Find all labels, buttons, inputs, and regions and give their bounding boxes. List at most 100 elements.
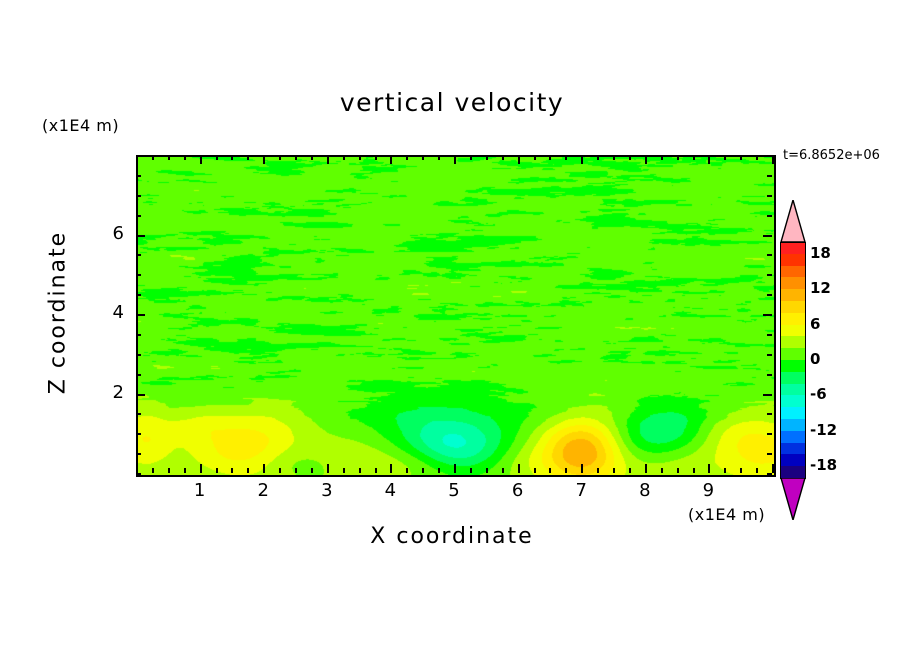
tick-mark xyxy=(136,215,141,217)
tick-mark xyxy=(184,155,186,160)
tick-mark xyxy=(502,468,504,473)
tick-mark xyxy=(152,468,154,473)
x-tick-label: 7 xyxy=(575,480,587,501)
tick-mark xyxy=(390,155,392,164)
colorbar-tick-label: 0 xyxy=(810,350,821,368)
tick-mark xyxy=(247,155,249,160)
tick-mark xyxy=(767,413,772,415)
tick-mark xyxy=(136,334,141,336)
x-axis-unit-label: (x1E4 m) xyxy=(688,505,766,524)
tick-mark xyxy=(152,155,154,160)
tick-mark xyxy=(327,155,329,164)
tick-mark xyxy=(470,468,472,473)
colorbar: 18 12 6 0 -6 -12 -18 xyxy=(780,197,837,523)
tick-mark xyxy=(767,195,772,197)
tick-mark xyxy=(216,468,218,473)
colorbar-overflow-high-cap xyxy=(780,197,806,243)
y-axis-title: Z coordinate xyxy=(45,230,71,395)
x-tick-label: 2 xyxy=(257,480,269,501)
tick-mark xyxy=(613,468,615,473)
tick-mark xyxy=(565,155,567,160)
tick-mark xyxy=(767,294,772,296)
tick-mark xyxy=(311,155,313,160)
tick-mark xyxy=(763,314,772,316)
colorbar-tick-label: -18 xyxy=(810,456,838,475)
tick-mark xyxy=(136,453,141,455)
tick-mark xyxy=(661,468,663,473)
tick-mark xyxy=(597,468,599,473)
tick-mark xyxy=(470,155,472,160)
tick-mark xyxy=(534,468,536,473)
tick-mark xyxy=(767,374,772,376)
tick-mark xyxy=(136,374,141,376)
y-tick-label: 2 xyxy=(112,381,124,403)
tick-mark xyxy=(136,155,138,164)
tick-mark xyxy=(767,274,772,276)
x-axis-title: X coordinate xyxy=(370,524,534,549)
tick-mark xyxy=(375,468,377,473)
tick-mark xyxy=(263,464,265,473)
time-annotation: t=6.8652e+06 xyxy=(783,148,880,163)
tick-mark xyxy=(136,235,145,237)
tick-mark xyxy=(629,468,631,473)
tick-mark xyxy=(279,468,281,473)
tick-mark xyxy=(565,468,567,473)
tick-mark xyxy=(763,394,772,396)
colorbar-tick-label: -12 xyxy=(810,420,838,439)
tick-mark xyxy=(231,468,233,473)
tick-mark xyxy=(247,468,249,473)
tick-mark xyxy=(136,354,141,356)
y-tick-label: 6 xyxy=(112,222,124,244)
colorbar-tick-label: -6 xyxy=(810,385,827,404)
tick-mark xyxy=(343,155,345,160)
tick-mark xyxy=(645,464,647,473)
tick-mark xyxy=(724,155,726,160)
tick-mark xyxy=(661,155,663,160)
vertical-velocity-field xyxy=(138,157,774,475)
tick-mark xyxy=(486,155,488,160)
tick-mark xyxy=(216,155,218,160)
tick-mark xyxy=(311,468,313,473)
tick-mark xyxy=(279,155,281,160)
tick-mark xyxy=(629,155,631,160)
tick-mark xyxy=(168,468,170,473)
tick-mark xyxy=(767,453,772,455)
x-tick-label: 5 xyxy=(448,480,460,501)
tick-mark xyxy=(295,468,297,473)
tick-mark xyxy=(740,468,742,473)
tick-mark xyxy=(375,155,377,160)
tick-mark xyxy=(438,155,440,160)
tick-mark xyxy=(708,155,710,164)
tick-mark xyxy=(581,464,583,473)
tick-mark xyxy=(422,155,424,160)
tick-mark xyxy=(693,468,695,473)
x-tick-label: 3 xyxy=(321,480,333,501)
x-tick-label: 9 xyxy=(702,480,715,501)
tick-mark xyxy=(422,468,424,473)
tick-mark xyxy=(406,468,408,473)
tick-mark xyxy=(677,468,679,473)
tick-mark xyxy=(359,468,361,473)
tick-mark xyxy=(136,433,141,435)
tick-mark xyxy=(724,468,726,473)
tick-mark xyxy=(708,464,710,473)
colorbar-overflow-low-cap xyxy=(780,477,806,523)
colorbar-tick-label: 12 xyxy=(810,279,831,298)
tick-mark xyxy=(518,464,520,473)
tick-mark xyxy=(136,394,145,396)
page-title: vertical velocity xyxy=(339,88,565,117)
tick-mark xyxy=(549,468,551,473)
tick-mark xyxy=(486,468,488,473)
tick-mark xyxy=(136,195,141,197)
tick-mark xyxy=(693,155,695,160)
tick-mark xyxy=(767,433,772,435)
tick-mark xyxy=(184,468,186,473)
x-tick-label: 4 xyxy=(384,480,397,501)
tick-mark xyxy=(767,334,772,336)
colorbar-tick-label: 6 xyxy=(810,314,821,333)
tick-mark xyxy=(518,155,520,164)
tick-mark xyxy=(438,468,440,473)
tick-mark xyxy=(454,464,456,473)
tick-mark xyxy=(295,155,297,160)
tick-mark xyxy=(136,254,141,256)
